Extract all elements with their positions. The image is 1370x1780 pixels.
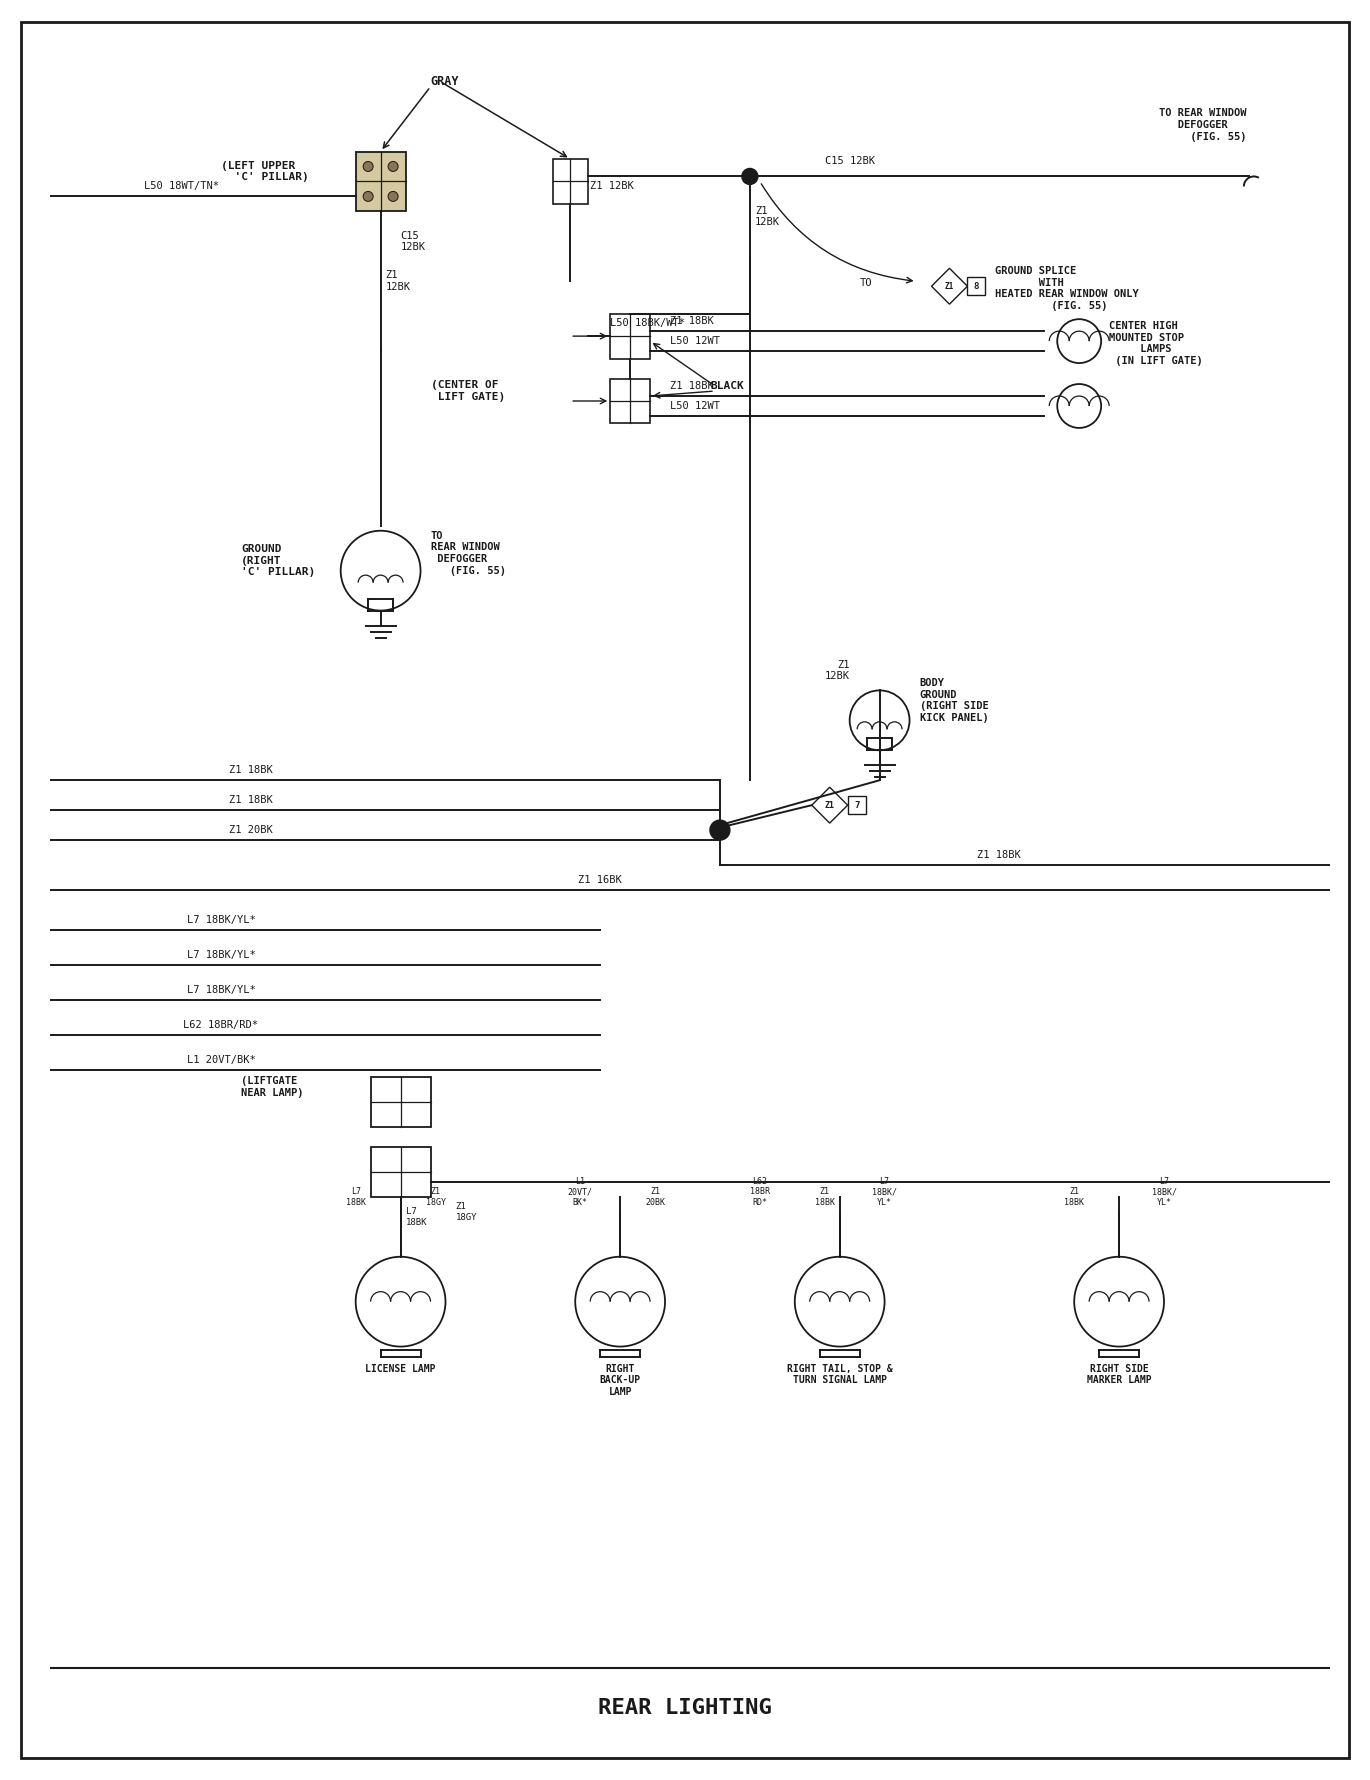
Text: Z1 18BK: Z1 18BK [670,381,714,392]
Text: L62 18BR/RD*: L62 18BR/RD* [184,1020,259,1029]
Text: L1
20VT/
BK*: L1 20VT/ BK* [567,1177,593,1207]
Bar [552,158,588,205]
Text: Z1: Z1 [825,801,834,810]
Text: L7
18BK: L7 18BK [345,1187,366,1207]
Text: RIGHT TAIL, STOP &
TURN SIGNAL LAMP: RIGHT TAIL, STOP & TURN SIGNAL LAMP [786,1363,893,1385]
Circle shape [363,192,373,201]
Text: GRAY: GRAY [430,75,459,89]
Text: L7
18BK/
YL*: L7 18BK/ YL* [873,1177,897,1207]
Text: Z1 16BK: Z1 16BK [578,876,622,885]
Text: Z1 18BK: Z1 18BK [229,765,273,776]
Text: Z1 20BK: Z1 20BK [229,826,273,835]
Text: 7: 7 [854,801,859,810]
Text: L50 18BK/WT*: L50 18BK/WT* [610,319,685,328]
Text: L50 18WT/TN*: L50 18WT/TN* [144,182,219,192]
Text: L7 18BK/YL*: L7 18BK/YL* [186,915,255,926]
Text: (CENTER OF
 LIFT GATE): (CENTER OF LIFT GATE) [430,381,504,402]
Text: Z1: Z1 [945,281,954,290]
Text: L50 12WT: L50 12WT [670,400,721,411]
Text: Z1
12BK: Z1 12BK [825,660,849,682]
Text: 8: 8 [974,281,980,290]
Text: TO: TO [859,278,873,288]
Text: Z1
18GY: Z1 18GY [455,1202,477,1221]
Text: L7 18BK/YL*: L7 18BK/YL* [186,951,255,959]
Text: RIGHT SIDE
MARKER LAMP: RIGHT SIDE MARKER LAMP [1086,1363,1151,1385]
Circle shape [710,821,730,840]
Bar [371,1077,430,1127]
Text: CENTER HIGH
MOUNTED STOP
     LAMPS
 (IN LIFT GATE): CENTER HIGH MOUNTED STOP LAMPS (IN LIFT … [1110,320,1203,367]
Circle shape [388,162,399,171]
Text: Z1
20BK: Z1 20BK [645,1187,664,1207]
Text: BODY
GROUND
(RIGHT SIDE
KICK PANEL): BODY GROUND (RIGHT SIDE KICK PANEL) [919,678,988,723]
Bar [610,379,651,424]
Text: (LEFT UPPER
  'C' PILLAR): (LEFT UPPER 'C' PILLAR) [221,160,308,182]
Text: GROUND
(RIGHT
'C' PILLAR): GROUND (RIGHT 'C' PILLAR) [241,545,315,577]
Text: GROUND SPLICE
       WITH
HEATED REAR WINDOW ONLY
         (FIG. 55): GROUND SPLICE WITH HEATED REAR WINDOW ON… [996,267,1138,312]
Text: Z1
18BK: Z1 18BK [1064,1187,1084,1207]
Text: Z1 18BK: Z1 18BK [977,851,1021,860]
Text: REAR LIGHTING: REAR LIGHTING [599,1698,771,1718]
Text: L7
18BK: L7 18BK [406,1207,427,1226]
Text: Z1
12BK: Z1 12BK [385,271,411,292]
Text: Z1 12BK: Z1 12BK [590,182,634,192]
Bar [356,151,406,212]
Text: Z1 18BK: Z1 18BK [229,796,273,805]
Text: L1 20VT/BK*: L1 20VT/BK* [186,1054,255,1064]
Text: L50 12WT: L50 12WT [670,336,721,345]
Text: TO
REAR WINDOW
 DEFOGGER
   (FIG. 55): TO REAR WINDOW DEFOGGER (FIG. 55) [430,530,506,575]
Bar [848,796,866,813]
Text: L62
18BR
RD*: L62 18BR RD* [749,1177,770,1207]
Text: TO REAR WINDOW
   DEFOGGER
     (FIG. 55): TO REAR WINDOW DEFOGGER (FIG. 55) [1159,109,1247,142]
Bar [610,313,651,358]
Text: C15 12BK: C15 12BK [825,157,874,167]
Bar [371,1146,430,1196]
Text: Z1
18GY: Z1 18GY [426,1187,445,1207]
Text: RIGHT
BACK-UP
LAMP: RIGHT BACK-UP LAMP [600,1363,641,1397]
Bar [967,278,985,295]
Circle shape [743,169,758,185]
Text: BLACK: BLACK [710,381,744,392]
Text: C15
12BK: C15 12BK [400,231,426,253]
Circle shape [363,162,373,171]
Text: L7
18BK/
YL*: L7 18BK/ YL* [1152,1177,1177,1207]
Text: (LIFTGATE
NEAR LAMP): (LIFTGATE NEAR LAMP) [241,1077,303,1098]
Text: Z1
12BK: Z1 12BK [755,205,780,228]
Circle shape [388,192,399,201]
Text: LICENSE LAMP: LICENSE LAMP [366,1363,436,1374]
Text: Z1
18BK: Z1 18BK [815,1187,834,1207]
Text: Z1 18BK: Z1 18BK [670,317,714,326]
Text: L7 18BK/YL*: L7 18BK/YL* [186,984,255,995]
